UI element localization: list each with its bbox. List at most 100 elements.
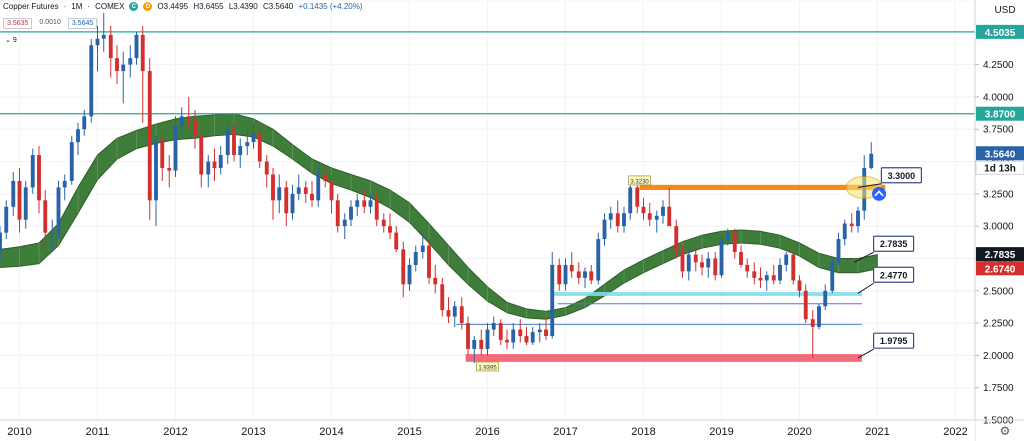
candle-body [569, 264, 574, 272]
badge-c-icon[interactable]: C [129, 2, 139, 11]
candle-body [355, 200, 360, 207]
y-tick-label: 4.0000 [983, 92, 1014, 103]
candle-body [550, 264, 555, 336]
candle-body [472, 339, 477, 349]
candle-body [491, 323, 496, 330]
candle-body [121, 64, 126, 72]
candle-body [641, 206, 646, 214]
candle-body [739, 252, 743, 265]
candle-body [218, 155, 223, 168]
candle-body [719, 239, 724, 276]
candle-body [62, 180, 67, 188]
candle-body [115, 58, 119, 72]
price-axis[interactable]: 1.50001.75002.00002.25002.50002.75003.00… [974, 0, 1024, 441]
candle-body [420, 245, 425, 252]
candle-body [37, 155, 41, 201]
y-tick-label: 1.7500 [983, 383, 1014, 394]
candle-body [836, 239, 841, 263]
candle-body [101, 34, 106, 39]
candle-body [316, 174, 321, 201]
time-axis-background [0, 420, 975, 441]
candle-body [284, 187, 289, 214]
spread-value: 0.0010 [36, 18, 64, 29]
candle-body [537, 329, 542, 333]
candle-body [134, 34, 139, 59]
candle-body [544, 329, 548, 336]
candle-body [303, 187, 308, 194]
price-tag: 2.6740 [985, 264, 1016, 275]
candle-body [680, 252, 685, 272]
candle-body [349, 206, 353, 220]
candle-body [108, 34, 113, 59]
badge-d-icon[interactable]: D [143, 2, 153, 11]
callout-label: 2.7835 [880, 239, 908, 249]
zone-rect [553, 292, 862, 296]
countdown-bg [975, 160, 1024, 175]
candle-body [622, 213, 626, 227]
candle-body [264, 161, 269, 175]
x-tick-label: 2015 [397, 426, 421, 438]
price-tag: 2.7835 [985, 250, 1016, 261]
candle-body [76, 129, 80, 143]
callout-pointer [853, 251, 874, 263]
candle-body [686, 254, 691, 272]
callouts[interactable]: 3.3230 1.9395 3.3000 2.7835 2.4770 1.9795 [476, 167, 923, 372]
candle-body [608, 213, 613, 220]
candle-body [661, 206, 665, 216]
candle-body [635, 187, 640, 207]
candle-body [206, 161, 211, 175]
indicator-count: 9 [12, 37, 17, 44]
candle-body [427, 245, 431, 278]
small-label-box [628, 175, 651, 186]
callout-label: 1.9795 [880, 336, 908, 346]
x-tick-label: 2022 [943, 426, 967, 438]
price-tag-bg [976, 261, 1024, 276]
candle-body [296, 187, 301, 194]
time-axis[interactable]: 2010 2011 2012 2013 2014 2015 2016 2017 2018 2019… [0, 419, 1024, 441]
candle-body [342, 219, 347, 227]
candle-body [842, 223, 847, 240]
candle-body [362, 200, 367, 207]
y-tick-label: 4.2500 [983, 60, 1014, 71]
indicator-toggle[interactable]: ⌄ 9 [5, 36, 17, 44]
sell-button[interactable]: 3.5635 [3, 18, 33, 29]
candle-body [407, 264, 412, 285]
exchange-label: COMEX [95, 2, 125, 11]
candle-body [784, 254, 789, 265]
level-zones [456, 184, 886, 362]
symbol-legend: Copper Futures · 1M · COMEX C D O3.4495 … [3, 2, 366, 11]
candle-body [615, 213, 620, 227]
candle-body [388, 226, 392, 233]
y-tick-label: 3.2500 [983, 189, 1014, 200]
x-tick-label: 2018 [631, 426, 655, 438]
gear-icon[interactable]: ⚙ [1000, 424, 1011, 438]
candle-body [459, 306, 464, 324]
up-arrow-icon [872, 186, 887, 201]
candle-body [466, 323, 470, 349]
candle-body [758, 277, 763, 281]
candle-body [440, 284, 445, 311]
callout-box [872, 266, 915, 283]
buy-button[interactable]: 3.5645 [67, 18, 98, 29]
candle-body [452, 306, 457, 317]
x-tick-label: 2017 [553, 426, 577, 438]
candle-body [485, 329, 490, 349]
callout-pointer [857, 348, 874, 359]
high-value: H3.6455 [193, 2, 224, 11]
candle-body [706, 258, 711, 268]
candle-body [17, 180, 22, 220]
candle-body [11, 180, 16, 207]
interval-label: 1M [71, 2, 83, 11]
candle-body [817, 306, 821, 327]
candle-body [511, 329, 516, 343]
close-value: C3.5640 [262, 2, 294, 11]
candle-body [576, 271, 581, 278]
candle-body [89, 45, 94, 117]
change-value: +0.1435 (+4.20%) [298, 2, 363, 11]
candle-body [856, 210, 860, 227]
candle-body [589, 271, 594, 281]
x-tick-label: 2012 [163, 426, 187, 438]
x-tick-label: 2021 [865, 426, 889, 438]
